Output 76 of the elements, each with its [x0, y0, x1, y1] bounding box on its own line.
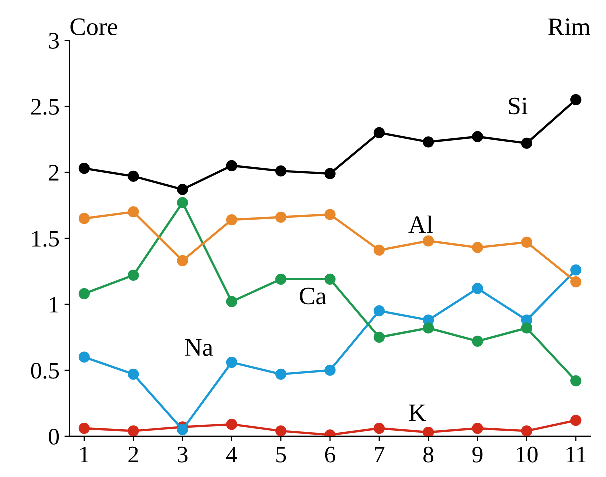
point	[78, 352, 90, 363]
point	[226, 296, 238, 308]
point	[521, 236, 532, 248]
point	[570, 276, 582, 288]
point	[423, 322, 434, 334]
point	[128, 270, 140, 282]
point	[472, 283, 484, 294]
point	[374, 127, 385, 138]
point	[374, 332, 385, 344]
point	[276, 166, 287, 177]
x-tick-label: 8	[424, 446, 434, 463]
point	[521, 322, 532, 334]
text: Core	[70, 18, 118, 36]
point	[78, 213, 90, 224]
point	[324, 274, 336, 285]
point	[177, 424, 188, 436]
x-tick-label: 4	[226, 447, 238, 463]
point	[472, 422, 484, 434]
point	[276, 426, 287, 436]
point	[570, 94, 582, 106]
x-tick-label: 11	[566, 446, 586, 463]
annotation: Si	[509, 98, 528, 115]
point	[374, 306, 385, 317]
annotation: K	[409, 404, 426, 422]
point	[472, 131, 484, 142]
point	[472, 336, 484, 347]
point	[226, 356, 238, 368]
x-tick-label: 1	[80, 446, 89, 463]
x-tick-label: 3	[178, 446, 188, 463]
point	[521, 138, 532, 150]
x-tick-label: 5	[276, 447, 286, 463]
y-tick-label: 2.5	[31, 99, 60, 116]
point	[226, 419, 238, 430]
point	[276, 212, 287, 223]
point	[324, 364, 336, 376]
x-tick-label: 6	[325, 446, 336, 463]
point	[128, 368, 140, 380]
point	[570, 264, 582, 276]
point	[177, 184, 188, 196]
point	[324, 168, 336, 180]
point	[128, 426, 140, 436]
annotation: Na	[185, 340, 214, 356]
point	[177, 255, 188, 266]
point	[78, 163, 90, 174]
x-tick-label: 7	[375, 447, 385, 463]
point	[78, 422, 90, 434]
point	[570, 415, 582, 426]
point	[521, 426, 532, 436]
point	[128, 206, 140, 218]
point	[423, 236, 434, 247]
point	[324, 209, 336, 220]
x-tick-label: 10	[517, 446, 538, 463]
point	[374, 422, 385, 434]
y-tick-label: 0	[49, 428, 60, 445]
point	[226, 160, 238, 172]
y-tick-label: 2	[49, 165, 59, 181]
point	[276, 274, 287, 285]
y-tick-label: 1	[50, 297, 59, 313]
point	[423, 136, 434, 148]
point	[177, 197, 188, 208]
text: Rim	[548, 18, 590, 36]
y-tick-label: 0.5	[31, 362, 60, 379]
point	[570, 375, 582, 387]
x-tick-label: 2	[128, 446, 138, 463]
y-tick-label: 1.5	[32, 231, 60, 248]
point	[226, 214, 238, 226]
annotation: Ca	[300, 288, 326, 305]
point	[276, 368, 287, 380]
x-tick-label: 9	[472, 446, 483, 463]
point	[78, 288, 90, 300]
point	[472, 242, 484, 254]
annotation: Al	[408, 216, 433, 234]
y-tick-label: 3	[49, 33, 60, 49]
point	[374, 244, 385, 256]
point	[423, 426, 434, 436]
point	[128, 170, 140, 182]
